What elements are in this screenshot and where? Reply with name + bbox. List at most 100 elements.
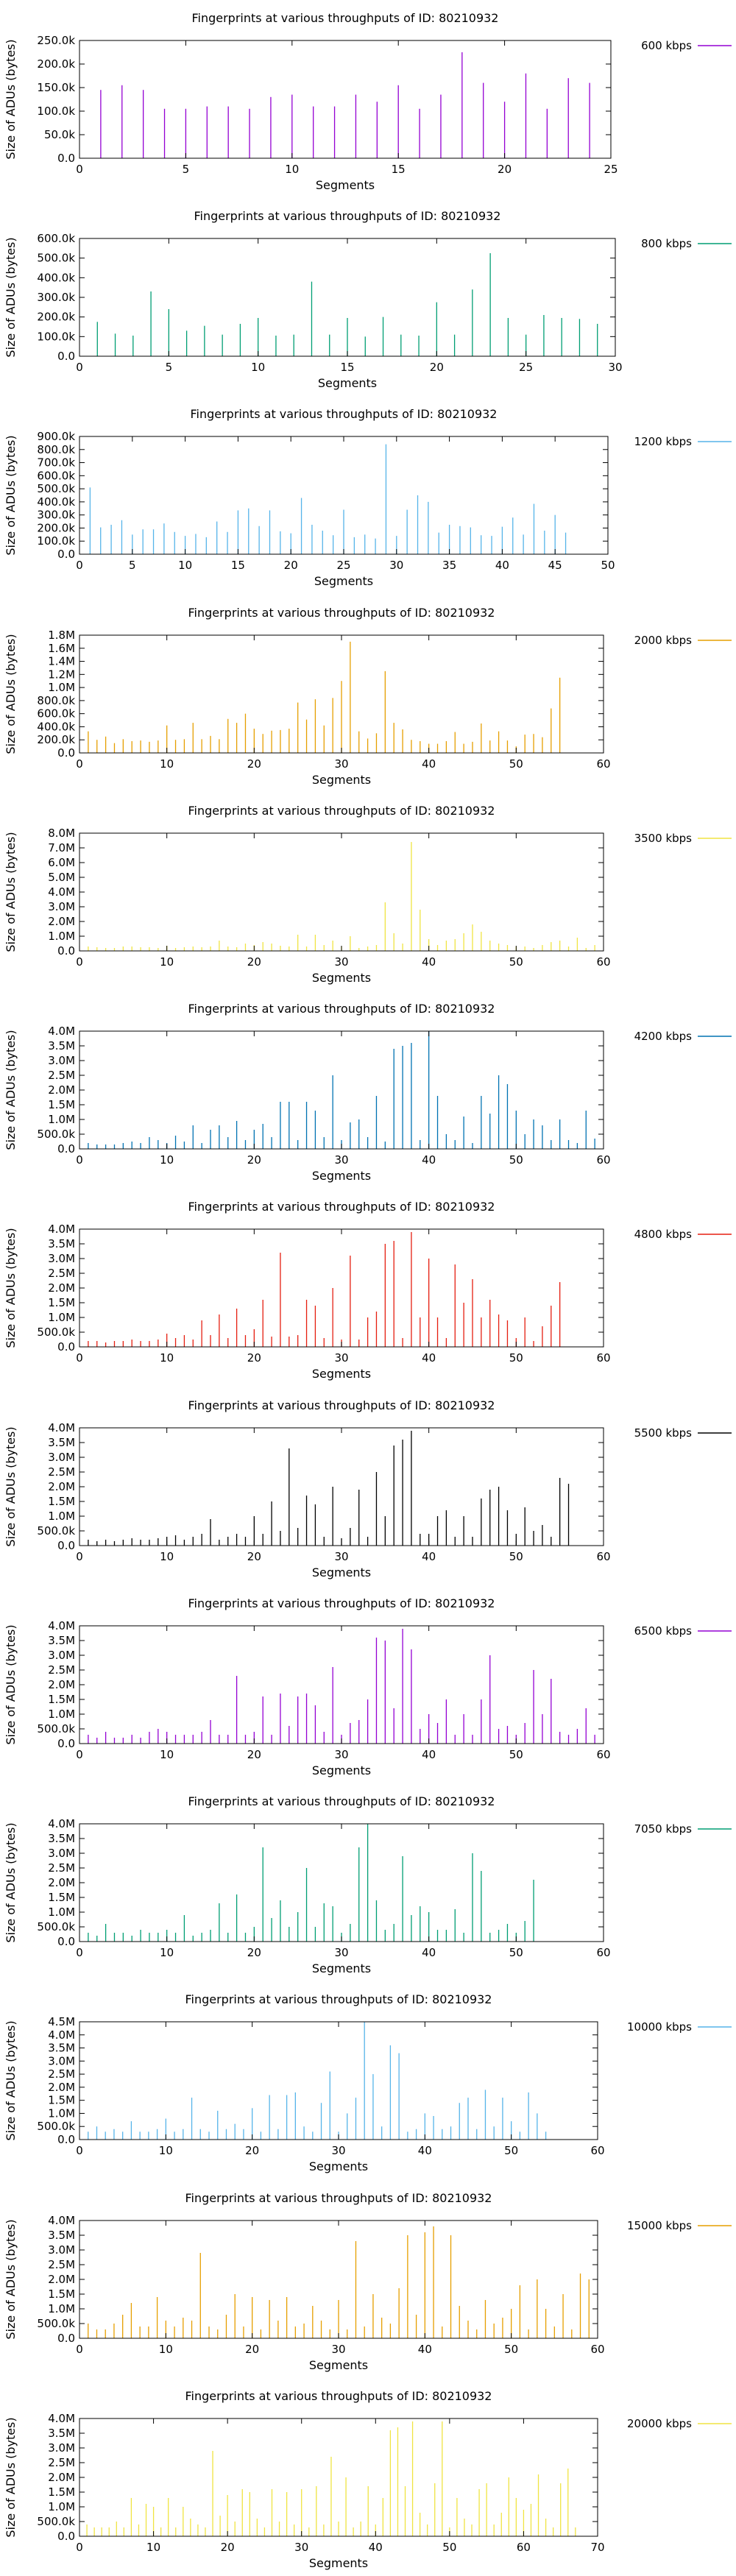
y-tick-label: 0.0 <box>57 2332 75 2345</box>
x-tick-label: 30 <box>331 2144 345 2157</box>
y-tick-label: 2.5M <box>48 2258 75 2271</box>
x-tick-label: 0 <box>76 1351 83 1365</box>
x-tick-label: 25 <box>519 361 533 374</box>
y-axis-title: Size of ADUs (bytes) <box>4 1426 18 1546</box>
x-tick-label: 20 <box>430 361 444 374</box>
chart-5: Fingerprints at various throughputs of I… <box>4 804 732 985</box>
y-tick-label: 2.0M <box>48 2081 75 2094</box>
legend-label: 800 kbps <box>641 237 692 250</box>
y-tick-label: 0.0 <box>57 2133 75 2146</box>
bar-group <box>86 2421 576 2536</box>
bar-group <box>88 2022 547 2140</box>
x-tick-label: 0 <box>76 559 83 572</box>
legend: 4200 kbps <box>634 1030 732 1043</box>
y-tick-label: 7.0M <box>48 841 75 854</box>
y-tick-label: 1.5M <box>48 1098 75 1111</box>
y-tick-label: 6.0M <box>48 856 75 869</box>
x-tick-label: 10 <box>160 1946 174 1959</box>
y-tick-label: 2.0M <box>48 1876 75 1889</box>
x-tick-label: 10 <box>178 559 192 572</box>
x-tick-label: 25 <box>336 559 350 572</box>
y-tick-label: 300.0k <box>37 291 75 304</box>
y-tick-label: 1.0M <box>48 681 75 694</box>
y-tick-label: 3.5M <box>48 1634 75 1647</box>
plot-frame <box>79 2021 598 2140</box>
y-tick-label: 3.0M <box>48 1649 75 1662</box>
y-tick-label: 800.0k <box>37 443 75 456</box>
y-tick-label: 5.0M <box>48 871 75 884</box>
legend: 4800 kbps <box>634 1228 732 1241</box>
chart-title: Fingerprints at various throughputs of I… <box>185 2191 492 2205</box>
x-tick-label: 5 <box>166 361 173 374</box>
x-tick-label: 20 <box>245 2144 259 2157</box>
x-tick-label: 40 <box>422 955 436 969</box>
x-tick-label: 50 <box>509 1153 523 1167</box>
y-tick-label: 4.0M <box>48 1222 75 1236</box>
y-tick-label: 0.0 <box>57 152 75 165</box>
y-tick-label: 4.5M <box>48 2015 75 2028</box>
chart-title: Fingerprints at various throughputs of I… <box>192 11 499 25</box>
y-tick-label: 4.0M <box>48 2214 75 2227</box>
x-tick-label: 40 <box>422 1748 436 1761</box>
y-tick-label: 2.5M <box>48 1663 75 1677</box>
x-tick-label: 0 <box>76 1550 83 1563</box>
x-tick-label: 30 <box>334 1351 348 1365</box>
y-tick-label: 1.5M <box>48 1891 75 1904</box>
x-axis-title: Segments <box>316 178 375 192</box>
y-tick-label: 100.0k <box>37 330 75 344</box>
x-axis-title: Segments <box>314 574 373 588</box>
x-tick-label: 60 <box>596 1748 610 1761</box>
y-tick-label: 3.5M <box>48 2427 75 2440</box>
y-tick-label: 500.0k <box>37 483 75 496</box>
x-tick-label: 10 <box>160 955 174 969</box>
x-tick-label: 20 <box>498 163 512 176</box>
chart-10: Fingerprints at various throughputs of I… <box>4 1794 732 1975</box>
chart-title: Fingerprints at various throughputs of I… <box>188 804 495 818</box>
y-tick-label: 3.0M <box>48 1847 75 1860</box>
x-tick-label: 30 <box>334 1748 348 1761</box>
legend: 7050 kbps <box>634 1822 732 1836</box>
y-tick-label: 0.0 <box>57 350 75 363</box>
y-tick-label: 4.0M <box>48 2028 75 2042</box>
x-axis-title: Segments <box>318 376 377 390</box>
plot-frame <box>79 832 604 952</box>
y-tick-label: 0.0 <box>57 1340 75 1354</box>
y-axis-title: Size of ADUs (bytes) <box>4 1030 18 1150</box>
chart-6: Fingerprints at various throughputs of I… <box>4 1002 732 1183</box>
x-tick-label: 40 <box>422 1351 436 1365</box>
y-tick-label: 3.0M <box>48 2243 75 2257</box>
y-tick-label: 150.0k <box>37 81 75 94</box>
legend-label: 20000 kbps <box>627 2417 692 2430</box>
legend: 3500 kbps <box>634 832 732 845</box>
bar-group <box>88 1031 595 1150</box>
x-axis-title: Segments <box>309 2556 368 2570</box>
y-tick-label: 400.0k <box>37 495 75 509</box>
y-tick-label: 200.0k <box>37 733 75 746</box>
x-tick-label: 45 <box>548 559 562 572</box>
x-tick-label: 10 <box>159 2343 173 2356</box>
bar-group <box>88 1232 561 1348</box>
bar-group <box>88 1824 534 1942</box>
chart-title: Fingerprints at various throughputs of I… <box>188 1002 495 1016</box>
y-tick-label: 600.0k <box>37 470 75 483</box>
legend: 15000 kbps <box>627 2219 732 2232</box>
y-tick-label: 500.0k <box>37 1128 75 1141</box>
x-tick-label: 0 <box>76 2343 83 2356</box>
y-tick-label: 1.0M <box>48 2302 75 2315</box>
y-tick-label: 500.0k <box>37 2515 75 2528</box>
x-tick-label: 30 <box>331 2343 345 2356</box>
x-axis-title: Segments <box>309 2358 368 2372</box>
x-tick-label: 60 <box>596 1550 610 1563</box>
x-tick-label: 35 <box>442 559 456 572</box>
y-tick-label: 2.0M <box>48 1083 75 1097</box>
y-tick-label: 0.0 <box>57 1935 75 1948</box>
y-tick-label: 0.0 <box>57 944 75 958</box>
x-tick-label: 50 <box>509 1748 523 1761</box>
y-tick-label: 4.0M <box>48 1817 75 1830</box>
legend-label: 5500 kbps <box>634 1426 693 1440</box>
y-tick-label: 1.2M <box>48 668 75 681</box>
y-tick-label: 500.0k <box>37 252 75 265</box>
bar-group <box>88 641 561 753</box>
x-tick-label: 30 <box>334 1946 348 1959</box>
